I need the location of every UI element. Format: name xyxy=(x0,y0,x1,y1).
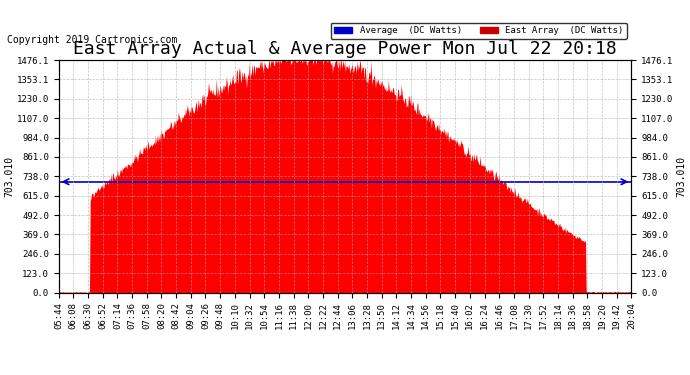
Y-axis label: 703.010: 703.010 xyxy=(676,156,686,197)
Y-axis label: 703.010: 703.010 xyxy=(4,156,14,197)
Legend: Average  (DC Watts), East Array  (DC Watts): Average (DC Watts), East Array (DC Watts… xyxy=(331,22,627,39)
Title: East Array Actual & Average Power Mon Jul 22 20:18: East Array Actual & Average Power Mon Ju… xyxy=(73,40,617,58)
Text: Copyright 2019 Cartronics.com: Copyright 2019 Cartronics.com xyxy=(7,35,177,45)
